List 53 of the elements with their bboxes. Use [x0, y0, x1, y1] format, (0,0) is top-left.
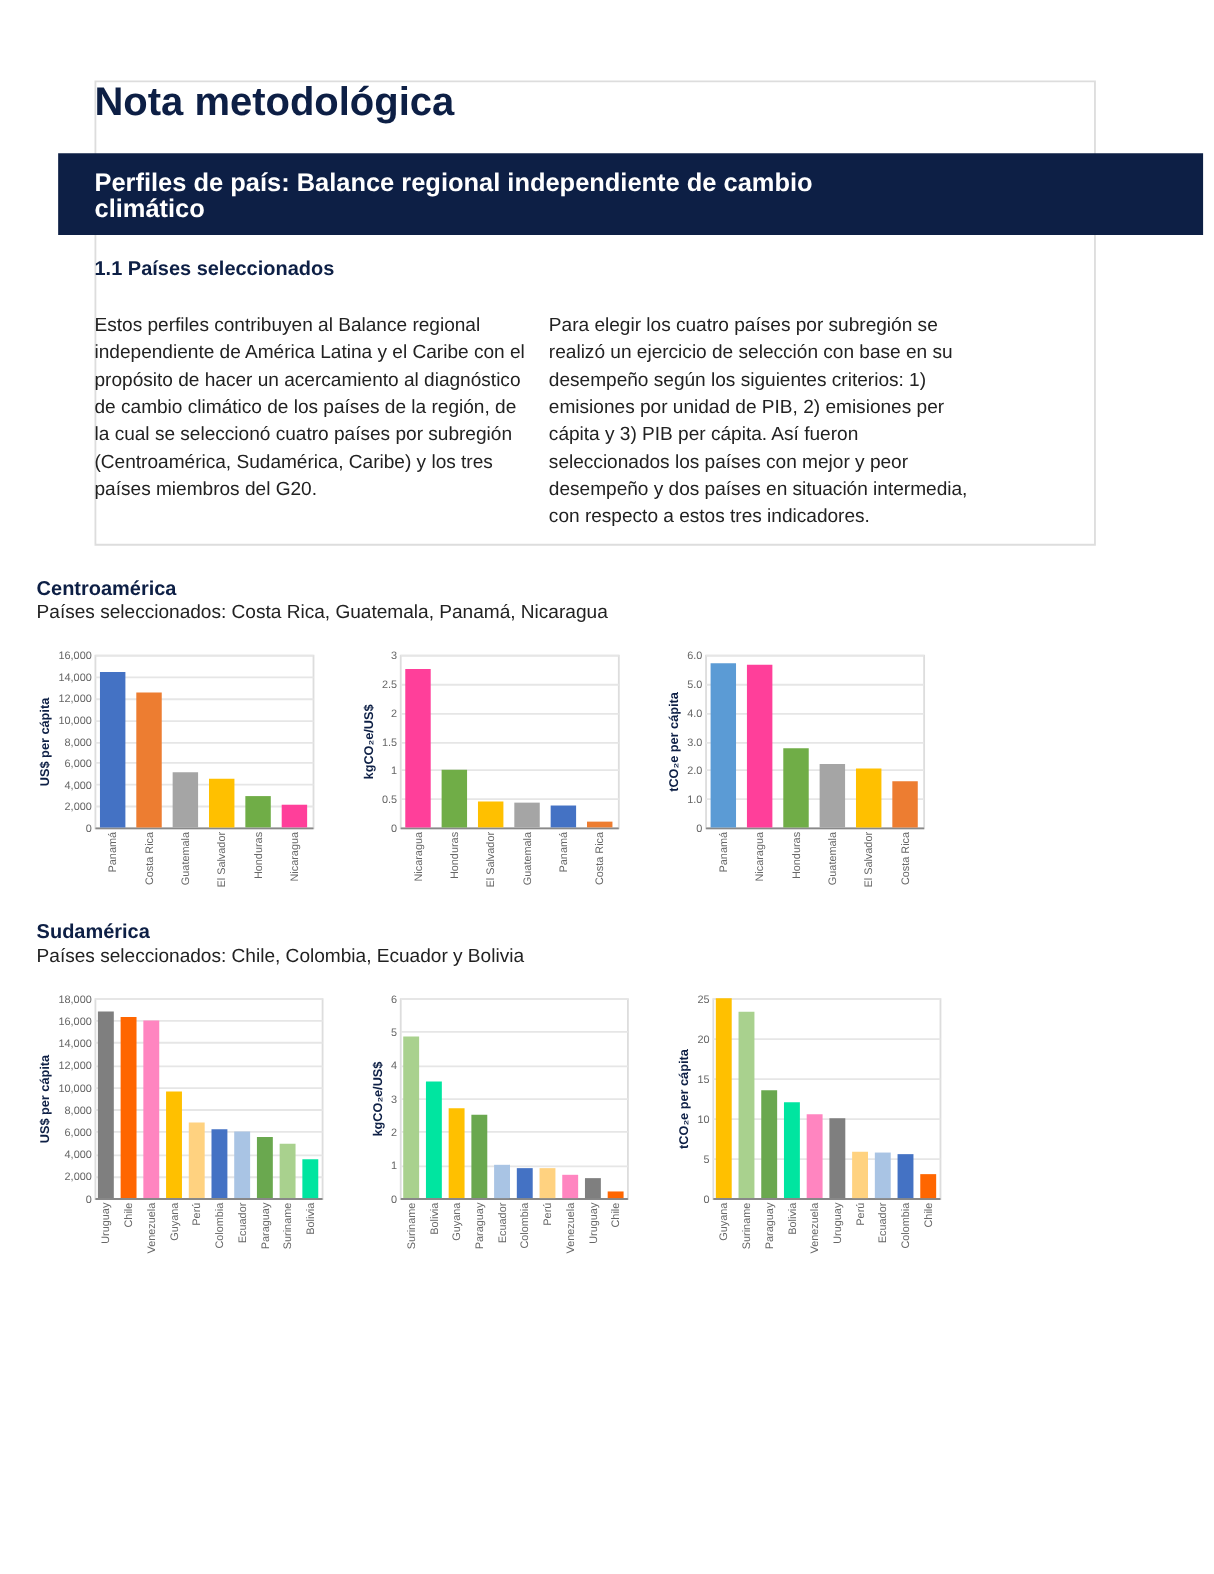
bar [746, 664, 773, 828]
bar [279, 1143, 296, 1199]
bar [819, 764, 846, 828]
chart-subtitle: Países seleccionados: Costa Rica, Guatemala, Panamá, Nicaragua [36, 602, 610, 625]
bar [281, 804, 308, 828]
chart-subtitle: Países seleccionados: Chile, Colombia, Ecuador y Bolivia [36, 945, 526, 968]
text: Estos perfiles contribuyen al Balance regional independiente de América Latina y el Caribe con el propósito de hacer un acercamiento al diagnóstico de cambio climático de los países de la región, de la cual se seleccionó cuatro países por subregión (Centroamérica, Sudamérica, Caribe) y los tres países miembros del G20. [94, 315, 525, 501]
text: Perfiles de país: Balance regional independiente de cambio climático [94, 167, 814, 223]
bar [516, 1168, 533, 1199]
bar [550, 805, 577, 828]
bar [892, 781, 918, 828]
bar [425, 1081, 442, 1199]
bar [172, 772, 199, 828]
bar [607, 1191, 624, 1199]
bar [562, 1174, 579, 1199]
bar [783, 748, 809, 828]
bar [514, 802, 540, 828]
bar [539, 1168, 556, 1199]
bar [738, 1011, 755, 1199]
text: Para elegir los cuatro países por subregión se realizó un ejercicio de selección con base en su desempeño según los siguientes criterios: 1) emisiones por unidad de PIB, 2) emisiones per cápita y 3) PIB per cápita. Así fueron seleccionados los países con mejor y peor desempeño y dos países en situación intermedia, con respecto a estos tres indicadores. [548, 315, 968, 529]
bar [234, 1131, 251, 1199]
bar [852, 1151, 869, 1199]
bar [710, 663, 737, 828]
bar [166, 1091, 182, 1199]
chart-title: Centroamérica [36, 578, 178, 601]
bar [783, 1102, 800, 1199]
bar [477, 801, 504, 828]
bar [143, 1020, 160, 1199]
bar [405, 669, 431, 828]
bar [245, 796, 271, 828]
bar [136, 692, 162, 828]
bar [715, 998, 732, 1199]
bar [761, 1090, 778, 1199]
bar [256, 1137, 273, 1199]
bar [448, 1108, 465, 1199]
bar [99, 672, 126, 828]
bar [209, 778, 235, 828]
bar [403, 1036, 420, 1199]
bar [471, 1114, 488, 1199]
bar [855, 768, 882, 828]
bar [806, 1114, 823, 1199]
bar [211, 1129, 228, 1199]
bar [441, 769, 468, 828]
bar [920, 1174, 937, 1199]
chart-title: Sudamérica [36, 922, 151, 945]
bar [188, 1122, 205, 1199]
bar [897, 1154, 914, 1199]
bar [494, 1164, 510, 1199]
text: Nota metodológica [94, 80, 457, 125]
bar [120, 1017, 137, 1199]
bar [302, 1159, 319, 1199]
bar [874, 1152, 891, 1199]
text: 1.1 Países seleccionados [94, 258, 336, 281]
